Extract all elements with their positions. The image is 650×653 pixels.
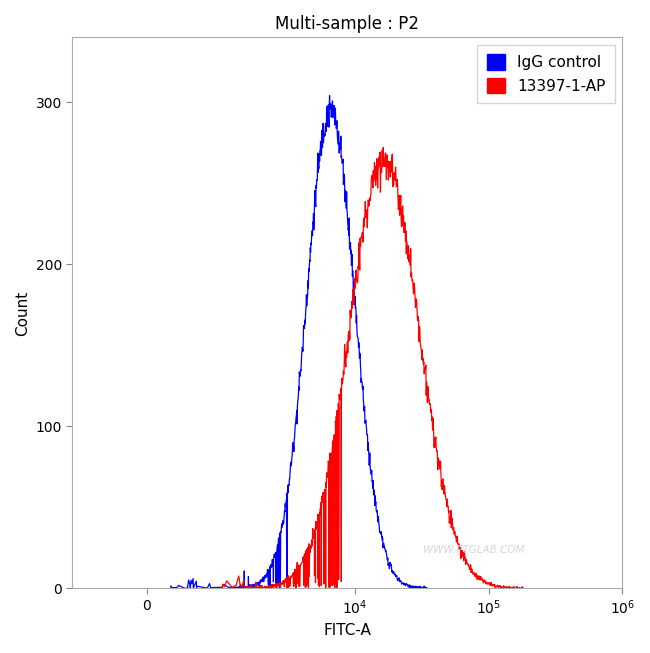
Title: Multi-sample : P2: Multi-sample : P2 (276, 15, 419, 33)
Legend: IgG control, 13397-1-AP: IgG control, 13397-1-AP (478, 45, 615, 103)
Text: WWW.PTGLAB.COM: WWW.PTGLAB.COM (423, 545, 525, 555)
X-axis label: FITC-A: FITC-A (324, 623, 371, 638)
Y-axis label: Count: Count (15, 290, 30, 336)
